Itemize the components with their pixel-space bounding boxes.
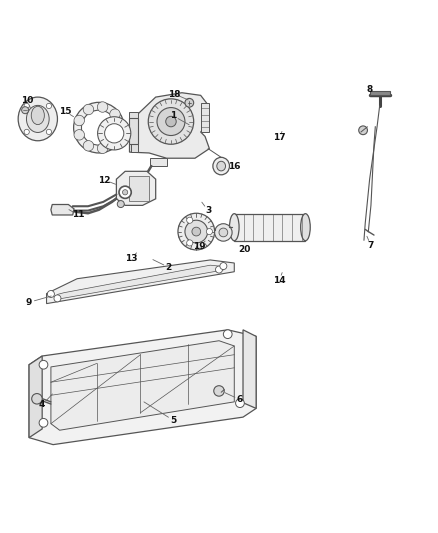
Circle shape <box>123 190 128 195</box>
Text: 17: 17 <box>273 133 286 142</box>
Ellipse shape <box>230 214 239 241</box>
Circle shape <box>192 227 201 236</box>
Polygon shape <box>130 111 138 120</box>
Circle shape <box>115 123 125 133</box>
Ellipse shape <box>217 161 226 171</box>
Circle shape <box>166 116 176 127</box>
Circle shape <box>117 200 124 207</box>
Circle shape <box>236 399 244 408</box>
Circle shape <box>74 130 85 140</box>
Polygon shape <box>29 356 42 438</box>
Ellipse shape <box>31 106 44 125</box>
Circle shape <box>83 104 94 115</box>
Circle shape <box>219 228 228 237</box>
Polygon shape <box>29 330 256 445</box>
Circle shape <box>215 266 223 273</box>
Circle shape <box>157 108 185 135</box>
Circle shape <box>214 386 224 396</box>
Circle shape <box>187 217 193 223</box>
Circle shape <box>178 213 215 250</box>
Polygon shape <box>46 260 234 304</box>
Circle shape <box>46 103 52 109</box>
Circle shape <box>223 330 232 338</box>
Text: 2: 2 <box>166 263 172 272</box>
Circle shape <box>359 126 367 135</box>
Circle shape <box>110 136 120 147</box>
Text: 8: 8 <box>367 85 373 94</box>
Circle shape <box>98 117 131 150</box>
Ellipse shape <box>213 157 230 175</box>
Circle shape <box>83 141 94 151</box>
Bar <box>370 91 390 95</box>
Text: 19: 19 <box>193 243 206 252</box>
Polygon shape <box>131 144 138 152</box>
Polygon shape <box>57 265 223 299</box>
Text: 16: 16 <box>228 163 240 172</box>
Text: 9: 9 <box>26 298 32 307</box>
Circle shape <box>24 103 29 109</box>
Text: 3: 3 <box>205 206 211 215</box>
Circle shape <box>185 220 208 243</box>
Polygon shape <box>234 214 305 241</box>
Polygon shape <box>51 205 74 215</box>
Circle shape <box>47 290 54 297</box>
Text: 4: 4 <box>39 400 46 409</box>
Text: 20: 20 <box>238 245 251 254</box>
Polygon shape <box>117 171 155 205</box>
Ellipse shape <box>300 214 310 241</box>
Circle shape <box>81 110 117 145</box>
Circle shape <box>46 130 52 134</box>
Text: 10: 10 <box>21 96 33 105</box>
Text: 12: 12 <box>99 175 111 184</box>
Circle shape <box>97 143 108 154</box>
Circle shape <box>39 418 48 427</box>
Circle shape <box>185 99 194 107</box>
Circle shape <box>39 360 48 369</box>
Circle shape <box>32 393 42 404</box>
Polygon shape <box>150 158 166 166</box>
Text: 5: 5 <box>170 416 176 425</box>
Text: 13: 13 <box>124 254 137 263</box>
Ellipse shape <box>18 97 57 141</box>
Text: 18: 18 <box>168 90 181 99</box>
Circle shape <box>110 109 120 119</box>
Text: 1: 1 <box>170 111 176 120</box>
Polygon shape <box>130 93 209 158</box>
Ellipse shape <box>26 106 49 133</box>
Text: 11: 11 <box>72 211 85 220</box>
Circle shape <box>215 224 232 241</box>
Polygon shape <box>130 176 149 201</box>
Circle shape <box>187 240 193 246</box>
Polygon shape <box>130 118 138 144</box>
Circle shape <box>220 263 227 270</box>
Circle shape <box>105 124 124 143</box>
Circle shape <box>97 102 108 112</box>
Polygon shape <box>51 341 234 430</box>
Circle shape <box>206 229 212 235</box>
Polygon shape <box>243 330 256 408</box>
Circle shape <box>54 295 61 302</box>
Text: 15: 15 <box>59 107 71 116</box>
Polygon shape <box>201 103 209 132</box>
Circle shape <box>148 99 194 144</box>
Text: 7: 7 <box>368 241 374 250</box>
Circle shape <box>74 115 85 126</box>
Text: 14: 14 <box>273 276 286 285</box>
Circle shape <box>74 102 124 153</box>
Text: 6: 6 <box>237 395 243 404</box>
Circle shape <box>24 130 29 134</box>
Circle shape <box>119 186 131 198</box>
Circle shape <box>21 107 28 114</box>
